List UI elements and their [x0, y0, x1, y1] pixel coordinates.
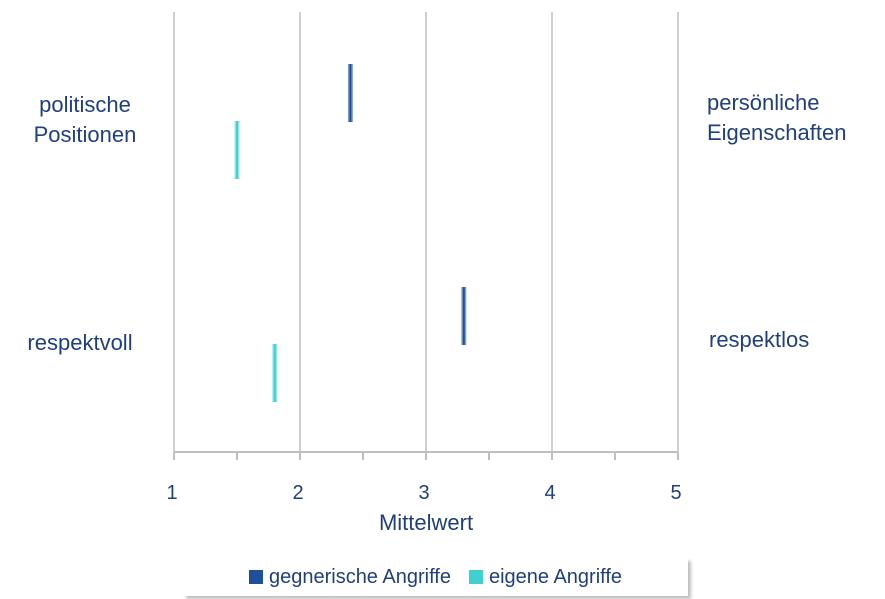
category-right-text-2: respektlos: [709, 327, 810, 352]
x-axis-title: Mittelwert: [379, 510, 473, 535]
category-left-text-1: politische Positionen: [33, 92, 137, 147]
x-tick-label-3: 3: [418, 482, 429, 504]
category-left-label-2: respektvoll: [0, 328, 160, 358]
x-tick-label-4: 4: [544, 482, 555, 504]
legend-label-gegnerische: gegnerische Angriffe: [268, 565, 451, 588]
category-left-label-1: politische Positionen: [10, 90, 160, 150]
legend-label-eigene: eigene Angriffe: [488, 565, 623, 588]
legend-swatch-gegnerische: [248, 570, 263, 584]
mark-core-eigene-1: [236, 121, 238, 179]
x-tick-label-5: 5: [670, 482, 681, 504]
category-left-text-2: respektvoll: [27, 330, 133, 355]
x-tick-label-1: 1: [166, 482, 177, 504]
category-right-text-1: persönliche Eigenschaften: [707, 90, 847, 145]
category-right-label-1: persönliche Eigenschaften: [707, 88, 882, 148]
legend-item-gegnerische: gegnerische Angriffe: [248, 565, 451, 589]
mark-core-gegnerische-1: [349, 64, 352, 122]
legend-item-eigene: eigene Angriffe: [468, 565, 623, 589]
mark-core-gegnerische-2: [462, 287, 465, 345]
legend: gegnerische Angriffe eigene Angriffe: [183, 558, 688, 596]
x-tick-label-2: 2: [292, 482, 303, 504]
mark-core-eigene-2: [273, 344, 276, 402]
legend-swatch-eigene: [468, 570, 483, 584]
category-right-label-2: respektlos: [709, 325, 879, 355]
